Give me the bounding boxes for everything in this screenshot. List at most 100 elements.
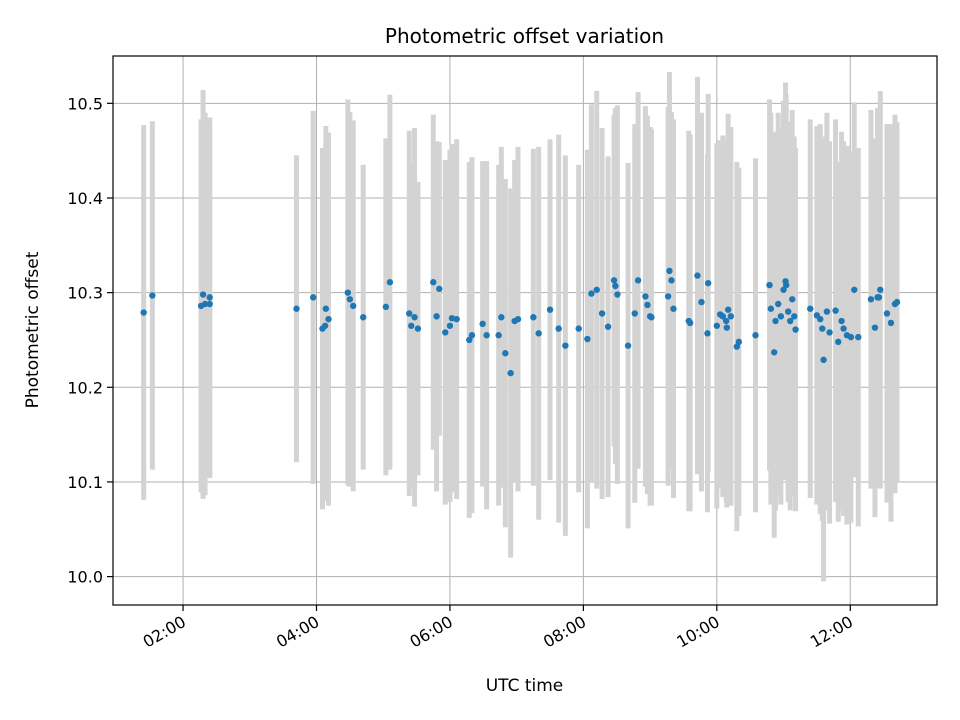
data-point bbox=[787, 317, 794, 325]
grid bbox=[113, 56, 937, 605]
data-point bbox=[789, 296, 796, 303]
data-point bbox=[140, 309, 147, 316]
data-point bbox=[555, 325, 562, 332]
data-point bbox=[713, 322, 721, 329]
x-tick-label: 08:00 bbox=[540, 612, 589, 652]
data-point bbox=[777, 313, 785, 320]
y-tick-label: 10.4 bbox=[67, 189, 103, 208]
data-point bbox=[792, 326, 799, 333]
data-point bbox=[453, 315, 460, 323]
data-point bbox=[199, 291, 207, 298]
data-point bbox=[785, 308, 792, 315]
data-point bbox=[664, 293, 672, 300]
data-point bbox=[411, 314, 418, 321]
data-point bbox=[724, 306, 732, 313]
data-point bbox=[344, 289, 352, 296]
data-point bbox=[875, 294, 883, 301]
data-point bbox=[723, 324, 731, 331]
data-point bbox=[694, 272, 701, 279]
x-tick-label: 10:00 bbox=[673, 612, 722, 652]
data-point bbox=[502, 350, 509, 357]
data-point bbox=[838, 317, 845, 325]
data-point bbox=[442, 329, 449, 336]
data-point bbox=[562, 342, 569, 349]
data-point bbox=[575, 325, 582, 332]
data-point bbox=[686, 319, 694, 327]
data-point bbox=[414, 325, 422, 332]
data-point bbox=[436, 285, 443, 293]
data-point bbox=[433, 313, 440, 320]
data-point bbox=[771, 349, 778, 356]
data-point bbox=[530, 314, 537, 321]
data-point bbox=[791, 313, 798, 320]
data-point bbox=[783, 281, 790, 289]
data-point bbox=[644, 301, 651, 309]
data-point bbox=[468, 332, 476, 339]
data-point bbox=[871, 324, 879, 331]
data-point bbox=[206, 300, 213, 308]
data-point bbox=[624, 342, 632, 349]
data-point bbox=[704, 330, 711, 337]
y-axis: 10.0 10.1 10.2 10.3 10.4 10.5 bbox=[67, 94, 113, 587]
y-axis-label: Photometric offset bbox=[23, 251, 43, 408]
data-point bbox=[584, 335, 591, 343]
data-point bbox=[670, 305, 677, 312]
error-bars bbox=[141, 72, 900, 582]
data-point bbox=[535, 330, 542, 337]
data-point bbox=[634, 277, 642, 284]
data-point bbox=[507, 369, 514, 377]
data-point bbox=[752, 332, 759, 339]
x-axis-label: UTC time bbox=[486, 676, 564, 696]
data-point bbox=[446, 322, 454, 329]
data-point bbox=[631, 310, 638, 317]
data-point bbox=[648, 314, 655, 321]
y-tick-label: 10.5 bbox=[67, 94, 103, 113]
data-point bbox=[775, 300, 782, 308]
data-point bbox=[604, 323, 612, 330]
data-point bbox=[610, 277, 618, 284]
data-point bbox=[612, 282, 619, 290]
data-point bbox=[719, 313, 727, 320]
data-point bbox=[511, 317, 518, 325]
x-axis: 02:00 04:00 06:00 08:00 10:00 12:00 bbox=[140, 605, 856, 652]
data-point bbox=[430, 279, 437, 286]
data-point bbox=[819, 325, 826, 332]
data-point bbox=[495, 332, 502, 339]
data-point bbox=[855, 333, 862, 341]
data-point bbox=[201, 300, 209, 308]
x-tick-label: 02:00 bbox=[140, 612, 189, 652]
data-point bbox=[149, 292, 156, 299]
data-point bbox=[360, 314, 367, 321]
x-tick-label: 12:00 bbox=[807, 612, 856, 652]
data-point bbox=[772, 317, 779, 325]
y-tick-label: 10.1 bbox=[67, 473, 103, 492]
data-point bbox=[349, 302, 357, 310]
data-point bbox=[588, 290, 595, 297]
data-point bbox=[668, 277, 675, 284]
data-point bbox=[406, 310, 413, 317]
data-point bbox=[735, 338, 743, 346]
data-point bbox=[877, 286, 884, 293]
x-tick-label: 06:00 bbox=[407, 612, 456, 652]
data-point bbox=[466, 336, 473, 344]
data-point bbox=[867, 296, 875, 303]
data-point bbox=[704, 279, 712, 287]
data-point bbox=[767, 305, 775, 312]
data-point bbox=[807, 305, 814, 312]
data-point bbox=[820, 356, 827, 364]
data-point bbox=[722, 317, 730, 325]
data-point bbox=[206, 294, 213, 301]
data-point bbox=[698, 298, 705, 306]
data-point bbox=[883, 310, 891, 317]
data-point bbox=[817, 315, 824, 323]
data-point bbox=[479, 320, 486, 328]
data-point bbox=[546, 306, 554, 313]
y-tick-label: 10.3 bbox=[67, 284, 103, 303]
data-point bbox=[835, 338, 842, 346]
data-point bbox=[322, 305, 330, 312]
chart-title: Photometric offset variation bbox=[385, 24, 664, 48]
data-point bbox=[851, 286, 858, 293]
data-point bbox=[386, 279, 394, 286]
data-points bbox=[140, 267, 901, 377]
